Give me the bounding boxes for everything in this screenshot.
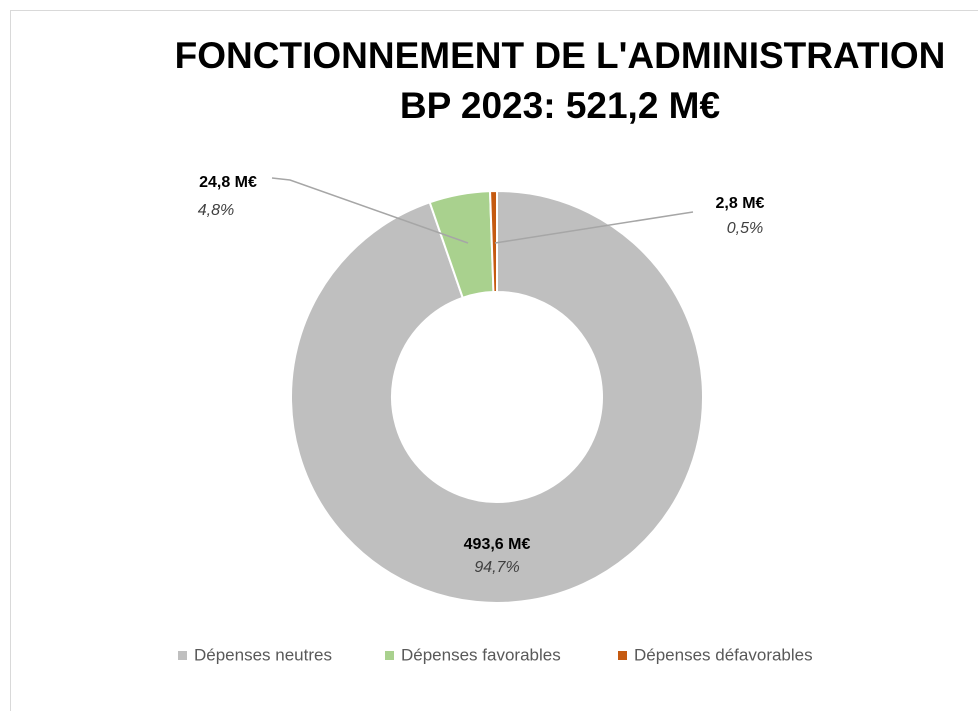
percent-label: 94,7%: [474, 559, 519, 576]
chart-title: FONCTIONNEMENT DE L'ADMINISTRATION: [175, 35, 946, 76]
legend-swatch: [618, 651, 627, 660]
legend-label: Dépenses neutres: [194, 645, 332, 664]
value-label: 24,8 M€: [199, 174, 257, 191]
percent-label: 4,8%: [198, 202, 234, 219]
chart-subtitle: BP 2023: 521,2 M€: [400, 85, 720, 126]
legend-label: Dépenses défavorables: [634, 645, 813, 664]
donut-slice: [489, 189, 498, 294]
value-label: 493,6 M€: [464, 536, 531, 553]
legend-swatch: [178, 651, 187, 660]
value-label: 2,8 M€: [716, 195, 765, 212]
legend-swatch: [385, 651, 394, 660]
leader-line: [494, 211, 694, 244]
percent-label: 0,5%: [727, 220, 763, 237]
leader-line: [271, 177, 469, 244]
legend-label: Dépenses favorables: [401, 645, 561, 664]
donut-slice: [290, 189, 704, 604]
chart-frame: [10, 10, 978, 711]
